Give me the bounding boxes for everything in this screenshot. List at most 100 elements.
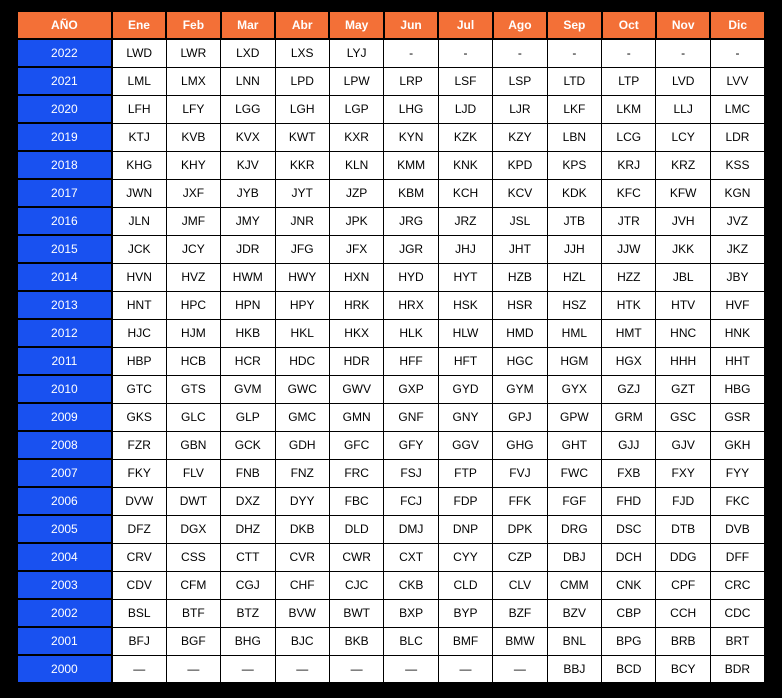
data-cell: — (275, 655, 329, 683)
data-cell: HHH (656, 347, 710, 375)
data-cell: — (166, 655, 220, 683)
data-cell: KNK (438, 151, 492, 179)
year-cell: 2017 (17, 179, 112, 207)
data-cell: CKB (384, 571, 438, 599)
table-row: 2019KTJKVBKVXKWTKXRKYNKZKKZYLBNLCGLCYLDR (17, 123, 765, 151)
table-row: 2006DVWDWTDXZDYYFBCFCJFDPFFKFGFFHDFJDFKC (17, 487, 765, 515)
data-cell: — (112, 655, 166, 683)
data-cell: LGG (221, 95, 275, 123)
table-row: 2008FZRGBNGCKGDHGFCGFYGGVGHGGHTGJJGJVGKH (17, 431, 765, 459)
data-cell: GNF (384, 403, 438, 431)
data-cell: HPC (166, 291, 220, 319)
data-cell: HJC (112, 319, 166, 347)
table-head: AÑO Ene Feb Mar Abr May Jun Jul Ago Sep … (17, 11, 765, 39)
data-cell: GXP (384, 375, 438, 403)
data-cell: LMX (166, 67, 220, 95)
header-row: AÑO Ene Feb Mar Abr May Jun Jul Ago Sep … (17, 11, 765, 39)
data-cell: HCB (166, 347, 220, 375)
data-cell: HDC (275, 347, 329, 375)
data-cell: JPK (329, 207, 383, 235)
data-cell: LWD (112, 39, 166, 67)
table-row: 2000————————BBJBCDBCYBDR (17, 655, 765, 683)
table-row: 2002BSLBTFBTZBVWBWTBXPBYPBZFBZVCBPCCHCDC (17, 599, 765, 627)
data-cell: GGV (438, 431, 492, 459)
data-cell: DBJ (547, 543, 601, 571)
data-cell: HGC (493, 347, 547, 375)
data-cell: JVZ (710, 207, 765, 235)
data-cell: CZP (493, 543, 547, 571)
data-cell: HYD (384, 263, 438, 291)
data-cell: FXY (656, 459, 710, 487)
data-cell: HKL (275, 319, 329, 347)
data-cell: KPS (547, 151, 601, 179)
data-cell: GPW (547, 403, 601, 431)
data-cell: DXZ (221, 487, 275, 515)
data-cell: BNL (547, 627, 601, 655)
data-cell: LVD (656, 67, 710, 95)
header-month-mar: Mar (221, 11, 275, 39)
data-cell: FHD (602, 487, 656, 515)
data-cell: FSJ (384, 459, 438, 487)
data-cell: BTZ (221, 599, 275, 627)
data-cell: LGH (275, 95, 329, 123)
data-cell: JYT (275, 179, 329, 207)
data-cell: FBC (329, 487, 383, 515)
data-cell: JVH (656, 207, 710, 235)
data-cell: KFW (656, 179, 710, 207)
data-cell: BTF (166, 599, 220, 627)
data-cell: JTB (547, 207, 601, 235)
data-cell: FWC (547, 459, 601, 487)
data-cell: LCY (656, 123, 710, 151)
data-cell: HTV (656, 291, 710, 319)
data-cell: KGN (710, 179, 765, 207)
data-cell: KHY (166, 151, 220, 179)
data-cell: DYY (275, 487, 329, 515)
data-cell: HSR (493, 291, 547, 319)
data-cell: DLD (329, 515, 383, 543)
data-cell: DKB (275, 515, 329, 543)
data-cell: HDR (329, 347, 383, 375)
data-cell: HZL (547, 263, 601, 291)
data-cell: BKB (329, 627, 383, 655)
data-cell: JYB (221, 179, 275, 207)
data-cell: JWN (112, 179, 166, 207)
data-cell: HFT (438, 347, 492, 375)
data-cell: LKF (547, 95, 601, 123)
data-cell: HJM (166, 319, 220, 347)
year-cell: 2002 (17, 599, 112, 627)
data-cell: GLC (166, 403, 220, 431)
data-cell: JCY (166, 235, 220, 263)
data-cell: HHT (710, 347, 765, 375)
data-cell: DFF (710, 543, 765, 571)
year-cell: 2007 (17, 459, 112, 487)
data-cell: GHG (493, 431, 547, 459)
table-row: 2001BFJBGFBHGBJCBKBBLCBMFBMWBNLBPGBRBBRT (17, 627, 765, 655)
data-cell: LPW (329, 67, 383, 95)
data-cell: LML (112, 67, 166, 95)
data-cell: BVW (275, 599, 329, 627)
year-cell: 2004 (17, 543, 112, 571)
data-cell: GTS (166, 375, 220, 403)
data-cell: KTJ (112, 123, 166, 151)
year-cell: 2009 (17, 403, 112, 431)
data-cell: CXT (384, 543, 438, 571)
data-cell: DRG (547, 515, 601, 543)
table-row: 2011HBPHCBHCRHDCHDRHFFHFTHGCHGMHGXHHHHHT (17, 347, 765, 375)
data-cell: BJC (275, 627, 329, 655)
year-cell: 2021 (17, 67, 112, 95)
table-row: 2003CDVCFMCGJCHFCJCCKBCLDCLVCMMCNKCPFCRC (17, 571, 765, 599)
data-cell: GVM (221, 375, 275, 403)
data-cell: GYX (547, 375, 601, 403)
table-row: 2014HVNHVZHWMHWYHXNHYDHYTHZBHZLHZZJBLJBY (17, 263, 765, 291)
data-cell: DSC (602, 515, 656, 543)
data-cell: - (438, 39, 492, 67)
data-cell: HVZ (166, 263, 220, 291)
header-month-may: May (329, 11, 383, 39)
data-cell: — (493, 655, 547, 683)
data-cell: CRV (112, 543, 166, 571)
data-cell: DGX (166, 515, 220, 543)
data-cell: KBM (384, 179, 438, 207)
data-cell: BZF (493, 599, 547, 627)
data-cell: CVR (275, 543, 329, 571)
data-cell: DHZ (221, 515, 275, 543)
